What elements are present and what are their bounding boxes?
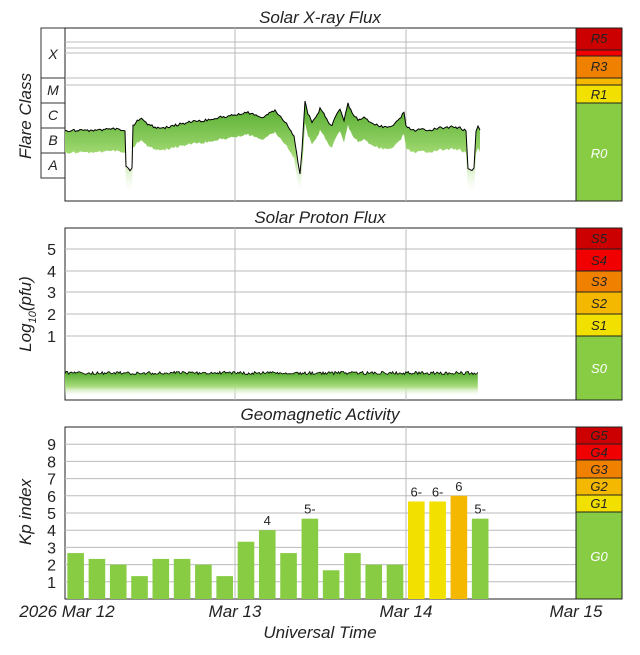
kp-bar — [237, 541, 255, 599]
x-tick-mar13: Mar 13 — [209, 602, 262, 621]
x-tick-mar14: Mar 14 — [380, 602, 433, 621]
proton-plot — [64, 227, 577, 401]
xray-flux-line — [64, 100, 481, 175]
kp-tick: 7 — [47, 472, 56, 489]
kp-bar — [131, 576, 148, 599]
kp-plot: 4 5- 6- 6- 6 5- — [64, 426, 577, 600]
kp-bar — [344, 553, 361, 599]
scale-s4: S4 — [591, 253, 607, 268]
kp-bar — [322, 570, 340, 599]
scale-g4: G4 — [590, 445, 607, 460]
kp-gridlines — [65, 427, 576, 599]
kp-bar — [280, 553, 297, 599]
scale-g0: G0 — [590, 549, 608, 564]
kp-bar-label: 5- — [304, 502, 316, 517]
kp-tick: 5 — [47, 506, 56, 523]
scale-s2: S2 — [591, 296, 608, 311]
proton-ylabel: Log10(pfu) — [16, 276, 39, 352]
scale-r3: R3 — [591, 59, 608, 74]
proton-tick-2: 2 — [47, 307, 56, 324]
xray-plot — [64, 27, 577, 202]
kp-bar — [195, 564, 212, 599]
xray-radio-scale: R5 R3 R1 R0 — [575, 27, 623, 202]
kp-tick: 6 — [47, 489, 56, 506]
proton-title: Solar Proton Flux — [254, 208, 386, 227]
proton-ticks: 1 2 3 4 5 — [47, 242, 56, 346]
scale-g3: G3 — [590, 462, 608, 477]
flare-class-column: X M C B A — [40, 27, 66, 179]
kp-tick: 9 — [47, 437, 56, 454]
kp-bar — [301, 518, 319, 599]
flare-class-m: M — [47, 82, 59, 98]
kp-bars — [67, 495, 489, 599]
kp-tick: 3 — [47, 540, 56, 557]
kp-bar — [173, 558, 191, 599]
kp-tick: 4 — [47, 523, 56, 540]
scale-s0: S0 — [591, 361, 608, 376]
kp-bar-label: 4 — [264, 513, 271, 528]
kp-bar-label: 6- — [411, 484, 423, 499]
flare-class-b: B — [48, 132, 57, 148]
kp-bar — [109, 564, 127, 599]
x-tick-mar12: 2026 Mar 12 — [18, 602, 115, 621]
proton-flux-line — [64, 370, 479, 376]
xray-title: Solar X-ray Flux — [259, 8, 381, 27]
geomag-ylabel: Kp index — [16, 478, 35, 545]
kp-bar-label: 6 — [455, 479, 462, 494]
flare-class-a: A — [47, 157, 57, 173]
xray-gridlines — [65, 28, 576, 201]
kp-bar — [471, 518, 489, 599]
scale-s1: S1 — [591, 318, 607, 333]
x-axis-label: Universal Time — [263, 623, 376, 642]
proton-tick-3: 3 — [47, 285, 56, 302]
kp-tick: 8 — [47, 454, 56, 471]
proton-gridlines — [65, 228, 576, 400]
kp-tick: 2 — [47, 558, 56, 575]
geomag-title: Geomagnetic Activity — [240, 405, 401, 424]
proton-storm-scale: S5 S4 S3 S2 S1 S0 — [575, 227, 623, 401]
scale-s5: S5 — [591, 231, 608, 246]
kp-bar — [152, 558, 170, 599]
scale-g5: G5 — [590, 428, 608, 443]
kp-bar — [67, 553, 84, 599]
kp-bar — [429, 501, 446, 599]
kp-bar-labels: 4 5- 6- 6- 6 5- — [264, 479, 486, 528]
x-tick-mar15: Mar 15 — [550, 602, 603, 621]
kp-bar — [216, 576, 233, 599]
geomag-storm-scale: G5 G4 G3 G2 G1 G0 — [575, 426, 623, 600]
scale-s3: S3 — [591, 274, 608, 289]
kp-bar — [258, 530, 276, 599]
scale-r1: R1 — [591, 87, 608, 102]
proton-tick-1: 1 — [47, 329, 56, 346]
flare-class-c: C — [48, 107, 59, 123]
scale-g1: G1 — [590, 496, 607, 511]
kp-bar — [408, 501, 425, 599]
proton-flux-fill — [65, 371, 478, 397]
kp-bar-label: 5- — [474, 502, 486, 517]
scale-r0: R0 — [591, 146, 608, 161]
kp-bar — [386, 564, 404, 599]
scale-r5: R5 — [591, 31, 608, 46]
kp-bar — [365, 564, 383, 599]
kp-bar — [450, 495, 468, 599]
proton-tick-4: 4 — [47, 264, 56, 281]
x-axis-ticks: 2026 Mar 12 Mar 13 Mar 14 Mar 15 — [18, 602, 603, 621]
proton-tick-5: 5 — [47, 242, 56, 259]
kp-tick: 1 — [47, 575, 56, 592]
kp-bar-label: 6- — [432, 484, 444, 499]
kp-bar — [88, 558, 106, 599]
flare-class-x: X — [47, 46, 58, 62]
xray-ylabel: Flare Class — [16, 73, 35, 159]
scale-g2: G2 — [590, 479, 608, 494]
